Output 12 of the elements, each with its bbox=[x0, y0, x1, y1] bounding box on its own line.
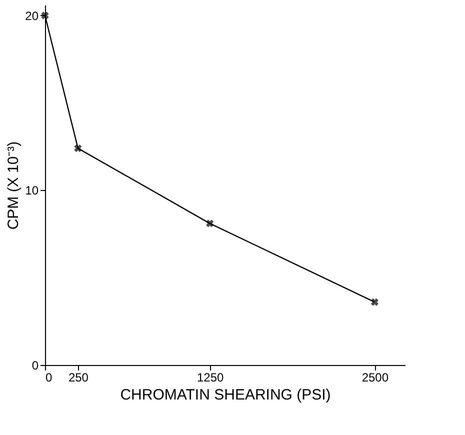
point bbox=[206, 220, 214, 228]
point bbox=[74, 144, 82, 152]
x-tick-label: 1250 bbox=[196, 370, 224, 384]
y-tick-label: 10 bbox=[25, 184, 39, 198]
x-tick-label: 250 bbox=[68, 370, 89, 384]
x-tick-label: 2500 bbox=[362, 370, 389, 384]
y-tick-label: 0 bbox=[32, 358, 39, 372]
point bbox=[370, 298, 379, 306]
x-axis-title: CHROMATIN SHEARING (PSI) bbox=[120, 386, 331, 404]
x-tick-label: 0 bbox=[46, 370, 52, 384]
y-tick-label: 20 bbox=[25, 8, 39, 23]
y-axis-title: CPM (X 10⁻³) bbox=[5, 141, 22, 230]
